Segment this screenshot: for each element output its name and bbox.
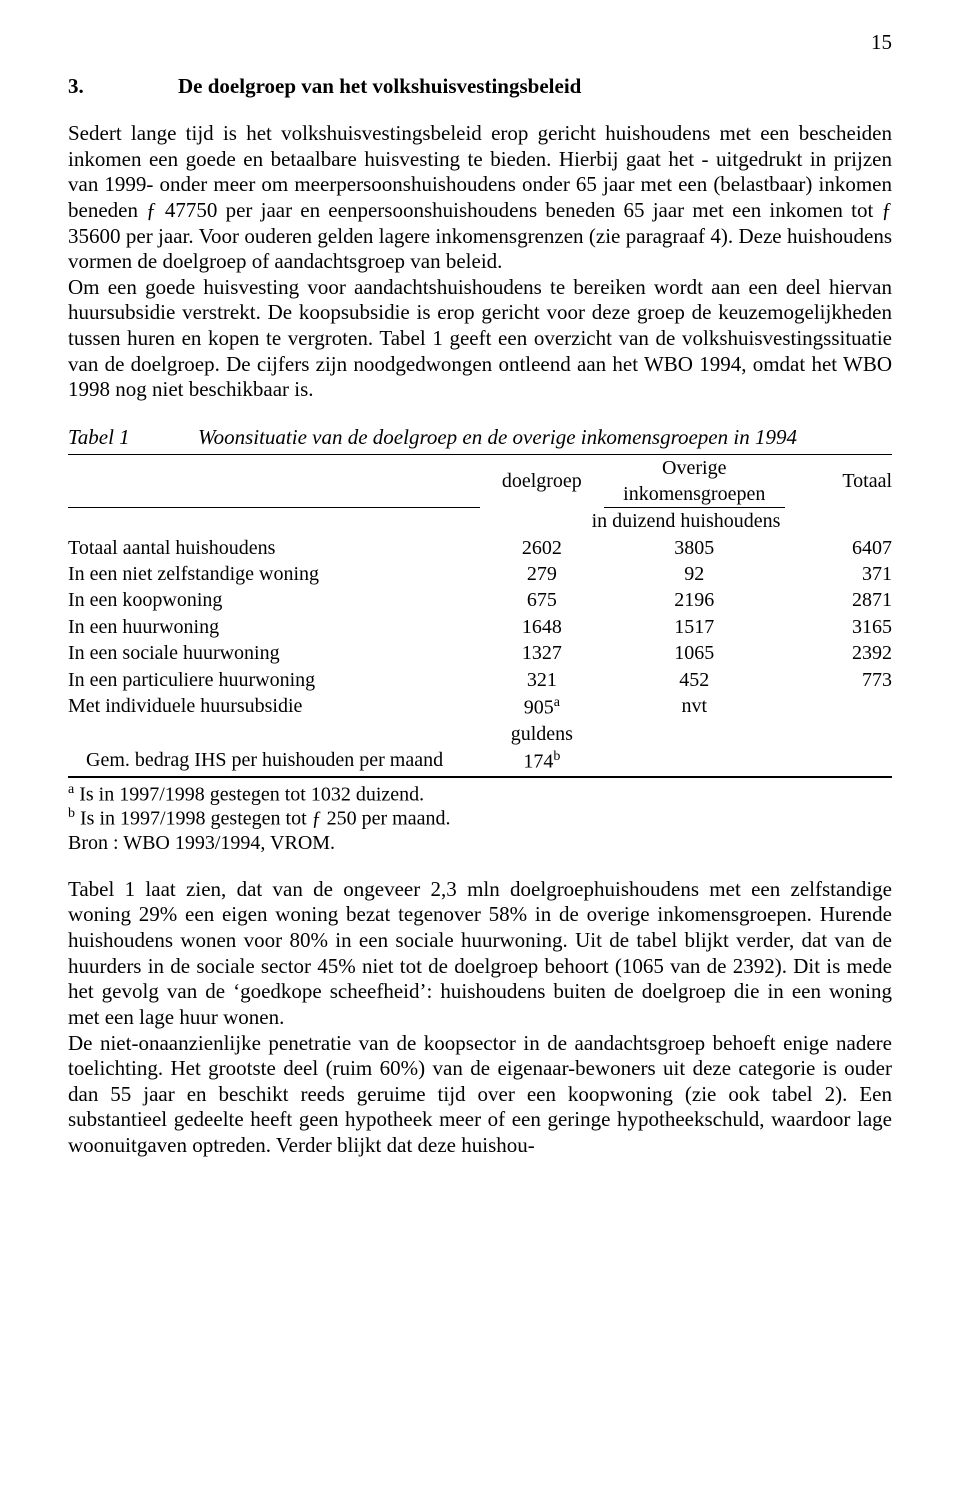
cell-value: 6407 [785, 535, 892, 561]
cell-value: 2602 [480, 535, 604, 561]
cell-value: 3165 [785, 614, 892, 640]
cell-value [785, 747, 892, 776]
heading-number: 3. [68, 74, 178, 100]
row-label: In een particuliere huurwoning [68, 667, 480, 693]
unit-label: guldens [480, 721, 604, 747]
row-label: Met individuele huursubsidie [68, 693, 480, 721]
cell-value: 2871 [785, 587, 892, 613]
unit-label: in duizend huishoudens [480, 508, 892, 535]
cell-value: nvt [604, 693, 785, 721]
column-header: doelgroep [480, 455, 604, 508]
heading-title: De doelgroep van het volkshuisvestingsbe… [178, 74, 581, 100]
cell-value: 2196 [604, 587, 785, 613]
column-header: inkomensgroepen [604, 481, 785, 508]
table-row: In een koopwoning67521962871 [68, 587, 892, 613]
body-paragraph: Sedert lange tijd is het volkshuisvestin… [68, 121, 892, 275]
cell-value: 321 [480, 667, 604, 693]
cell-value [604, 747, 785, 776]
page-number: 15 [68, 30, 892, 56]
table-caption: Tabel 1 Woonsituatie van de doelgroep en… [68, 425, 892, 455]
cell-value: 1648 [480, 614, 604, 640]
cell-value: 2392 [785, 640, 892, 666]
source-line: Bron : WBO 1993/1994, VROM. [68, 831, 892, 855]
cell-value: 1327 [480, 640, 604, 666]
table-header-row: doelgroep Overige Totaal [68, 455, 892, 481]
table-row: In een niet zelfstandige woning27992371 [68, 561, 892, 587]
table-footnotes: a Is in 1997/1998 gestegen tot 1032 duiz… [68, 782, 892, 855]
cell-value: 1517 [604, 614, 785, 640]
cell-value: 675 [480, 587, 604, 613]
table-row: Met individuele huursubsidie905anvt [68, 693, 892, 721]
cell-value: 905a [480, 693, 604, 721]
table-row: In een particuliere huurwoning321452773 [68, 667, 892, 693]
body-paragraph: Om een goede huisvesting voor aandachtsh… [68, 275, 892, 403]
table-row: Gem. bedrag IHS per huishouden per maand… [68, 747, 892, 776]
row-label: In een sociale huurwoning [68, 640, 480, 666]
cell-value: 1065 [604, 640, 785, 666]
row-label: Gem. bedrag IHS per huishouden per maand [68, 747, 480, 776]
cell-value: 3805 [604, 535, 785, 561]
body-paragraph: De niet-onaanzienlijke penetratie van de… [68, 1031, 892, 1159]
table-unit-row: in duizend huishoudens [68, 508, 892, 535]
document-page: 15 3. De doelgroep van het volkshuisvest… [0, 0, 960, 1510]
cell-value: 452 [604, 667, 785, 693]
data-table: doelgroep Overige Totaal inkomensgroepen… [68, 455, 892, 778]
section-heading: 3. De doelgroep van het volkshuisvesting… [68, 74, 892, 100]
row-label: Totaal aantal huishoudens [68, 535, 480, 561]
table-row: In een sociale huurwoning132710652392 [68, 640, 892, 666]
cell-value: 773 [785, 667, 892, 693]
table-unit-row: guldens [68, 721, 892, 747]
table-title: Woonsituatie van de doelgroep en de over… [198, 425, 892, 451]
table-header-row: inkomensgroepen [68, 481, 892, 508]
column-header: Overige [604, 455, 785, 481]
cell-value: 371 [785, 561, 892, 587]
row-label: In een niet zelfstandige woning [68, 561, 480, 587]
cell-value: 279 [480, 561, 604, 587]
table-row: In een huurwoning164815173165 [68, 614, 892, 640]
table-label: Tabel 1 [68, 425, 198, 451]
row-label: In een koopwoning [68, 587, 480, 613]
row-label: In een huurwoning [68, 614, 480, 640]
footnote: b Is in 1997/1998 gestegen tot ƒ 250 per… [68, 806, 892, 831]
cell-value [785, 693, 892, 721]
cell-value: 174b [480, 747, 604, 776]
footnote: a Is in 1997/1998 gestegen tot 1032 duiz… [68, 782, 892, 807]
table-row: Totaal aantal huishoudens260238056407 [68, 535, 892, 561]
column-header: Totaal [785, 455, 892, 508]
cell-value: 92 [604, 561, 785, 587]
body-paragraph: Tabel 1 laat zien, dat van de ongeveer 2… [68, 877, 892, 1031]
